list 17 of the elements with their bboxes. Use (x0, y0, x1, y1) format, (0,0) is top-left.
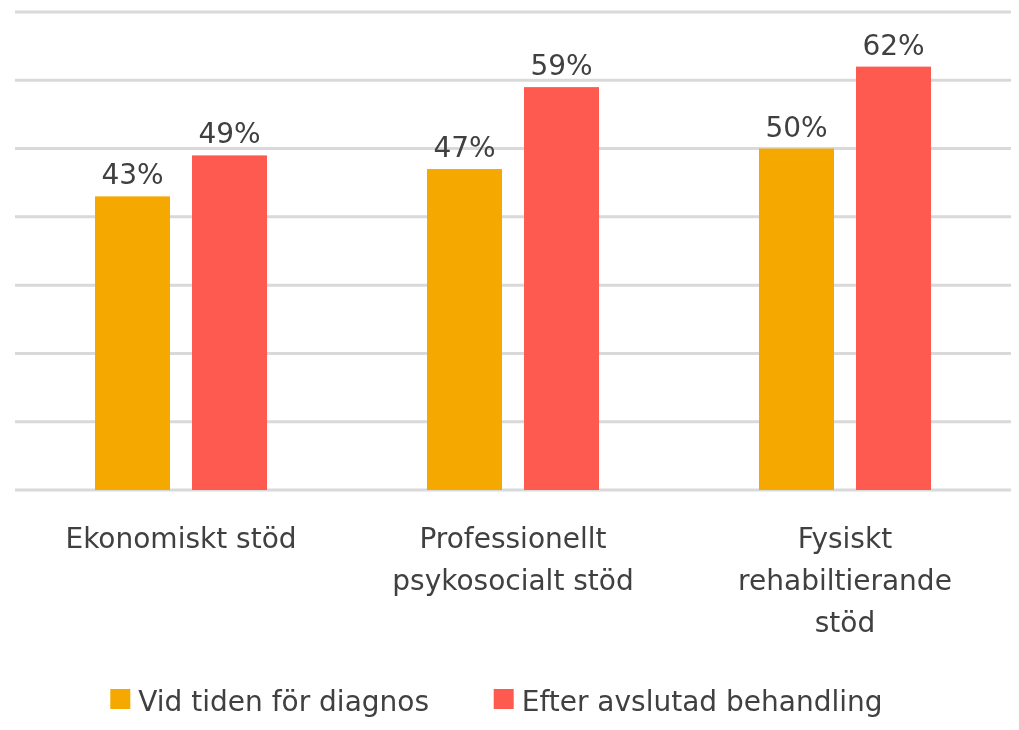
bar (856, 66, 931, 490)
bar (192, 155, 267, 490)
data-label: 43% (101, 158, 164, 192)
data-label: 50% (765, 110, 828, 144)
bar (759, 148, 834, 490)
bar (524, 87, 599, 490)
data-label: 47% (433, 131, 496, 165)
data-label: 62% (862, 28, 925, 62)
legend-label: Efter avslutad behandling (521, 685, 883, 718)
x-tick-label: Professionellt psykosocialt stöd (392, 522, 634, 597)
bar (427, 169, 502, 490)
data-label: 59% (530, 49, 593, 83)
legend-label: Vid tiden för diagnos (138, 685, 430, 718)
data-label: 49% (198, 117, 261, 151)
x-tick-label: Ekonomiskt stöd (65, 522, 297, 555)
x-tick-label: Fysiskt rehabiltierande stöd (738, 522, 952, 639)
bar (95, 196, 170, 490)
